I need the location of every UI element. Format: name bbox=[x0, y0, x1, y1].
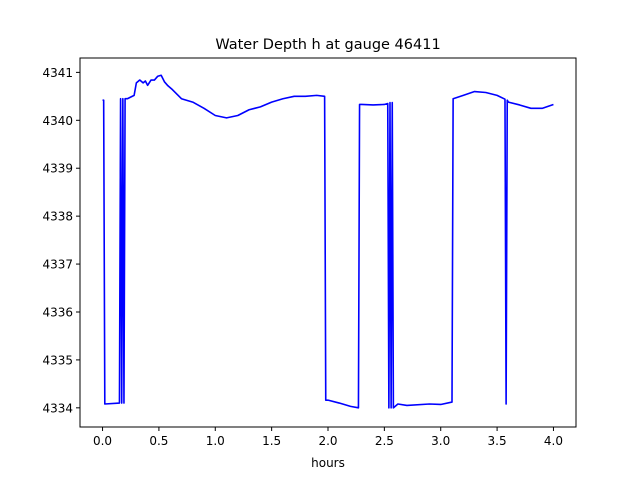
y-tick-label: 4341 bbox=[42, 66, 73, 80]
y-axis: 4334 4335 4336 4337 4338 4339 4340 4341 bbox=[42, 66, 80, 415]
x-axis-label: hours bbox=[311, 456, 345, 470]
series-line-0 bbox=[102, 74, 554, 409]
x-tick-label: 4.0 bbox=[544, 434, 563, 448]
y-tick-label: 4335 bbox=[42, 353, 73, 367]
plot-area bbox=[79, 57, 577, 428]
x-tick-label: 1.0 bbox=[206, 434, 225, 448]
x-tick-label: 1.5 bbox=[262, 434, 281, 448]
y-tick-label: 4337 bbox=[42, 258, 73, 272]
y-tick-label: 4340 bbox=[42, 114, 73, 128]
x-axis: 0.0 0.5 1.0 1.5 2.0 2.5 3.0 3.5 4.0 bbox=[93, 427, 563, 448]
x-tick-label: 0.0 bbox=[93, 434, 112, 448]
plot-frame bbox=[79, 57, 577, 428]
chart-title: Water Depth h at gauge 46411 bbox=[215, 37, 440, 53]
x-tick-label: 3.5 bbox=[488, 434, 507, 448]
y-tick-label: 4339 bbox=[42, 162, 73, 176]
x-tick-label: 2.5 bbox=[375, 434, 394, 448]
y-tick-label: 4338 bbox=[42, 210, 73, 224]
series-group bbox=[102, 74, 554, 409]
x-tick-label: 0.5 bbox=[149, 434, 168, 448]
x-tick-label: 2.0 bbox=[318, 434, 337, 448]
x-tick-label: 3.0 bbox=[431, 434, 450, 448]
y-tick-label: 4334 bbox=[42, 401, 73, 415]
y-tick-label: 4336 bbox=[42, 305, 73, 319]
